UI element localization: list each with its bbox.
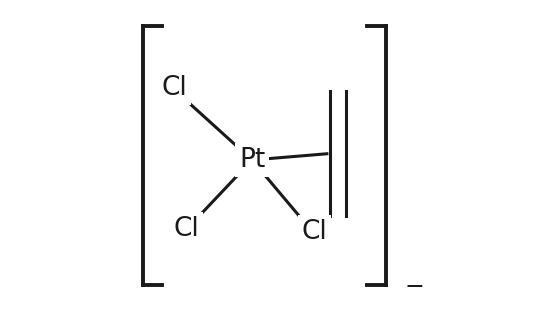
Text: Cl: Cl [174,216,199,242]
Text: Pt: Pt [239,147,265,173]
Text: Cl: Cl [301,219,327,245]
Text: Cl: Cl [161,75,187,101]
Text: −: − [405,275,424,299]
